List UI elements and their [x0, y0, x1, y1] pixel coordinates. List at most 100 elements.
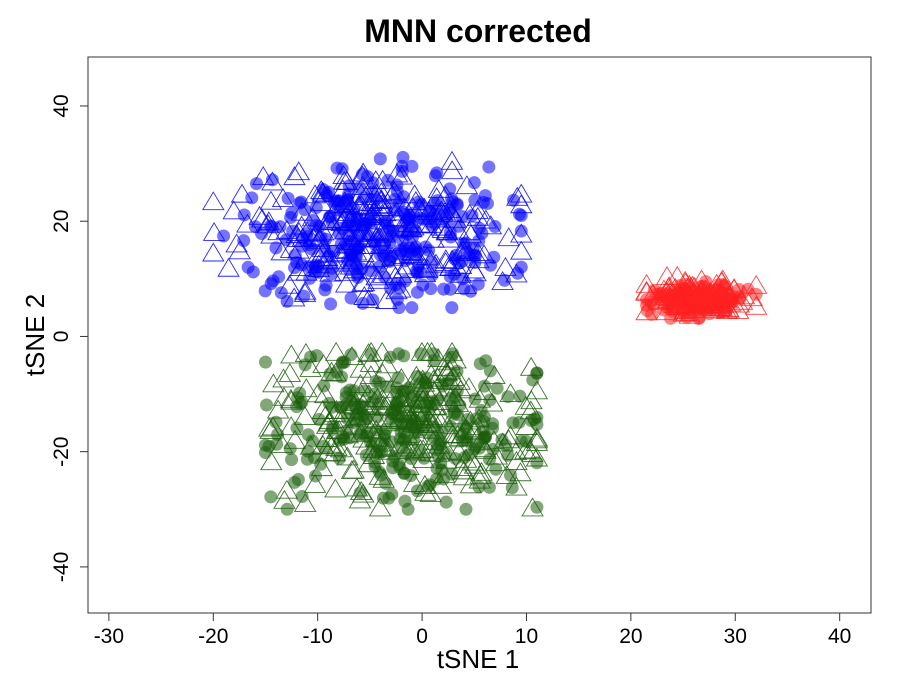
data-point-triangle — [491, 432, 514, 452]
data-point-triangle — [262, 373, 285, 393]
x-tick-label: 20 — [619, 625, 642, 648]
data-point-circle — [324, 297, 338, 311]
data-point-circle — [700, 292, 714, 306]
data-point-triangle — [360, 204, 384, 223]
data-point-triangle — [295, 221, 319, 241]
data-point-circle — [288, 248, 302, 262]
data-point-triangle — [354, 186, 377, 205]
data-point-triangle — [510, 183, 533, 203]
data-point-circle — [318, 244, 332, 258]
data-point-triangle — [293, 406, 317, 425]
x-axis: -30 -20 -10 0 10 20 30 40 — [94, 613, 851, 648]
data-point-circle — [384, 281, 398, 295]
data-point-circle — [431, 450, 445, 464]
data-point-circle — [366, 293, 380, 307]
data-point-triangle — [373, 223, 397, 243]
data-point-triangle — [468, 469, 491, 489]
data-point-triangle — [726, 300, 750, 319]
data-point-triangle — [202, 221, 226, 241]
data-point-triangle — [374, 437, 397, 457]
data-point-triangle — [452, 466, 476, 486]
x-tick-label: -30 — [94, 625, 124, 648]
data-point-circle — [447, 267, 461, 281]
cluster-1 — [202, 150, 533, 315]
data-point-triangle — [375, 290, 398, 309]
data-point-circle — [333, 433, 347, 447]
data-point-circle — [382, 221, 396, 235]
data-point-circle — [514, 224, 528, 238]
data-point-circle — [467, 176, 481, 190]
data-point-triangle — [311, 183, 335, 203]
data-point-triangle — [438, 360, 462, 380]
y-tick-label: -40 — [50, 552, 73, 582]
data-point-circle — [285, 206, 299, 220]
data-point-circle — [303, 271, 317, 285]
data-point-circle — [444, 391, 458, 405]
data-point-triangle — [406, 426, 430, 446]
data-point-circle — [385, 406, 399, 420]
data-point-triangle — [463, 419, 486, 439]
data-point-triangle — [658, 281, 682, 301]
data-point-triangle — [401, 197, 425, 217]
data-point-circle — [314, 230, 328, 244]
data-point-triangle — [495, 464, 518, 484]
data-point-circle — [264, 277, 278, 291]
data-point-triangle — [306, 383, 330, 403]
data-point-triangle — [349, 358, 372, 378]
data-point-circle — [348, 416, 362, 430]
data-point-triangle — [710, 294, 733, 314]
data-point-circle — [260, 398, 274, 412]
data-point-triangle — [514, 440, 537, 460]
data-point-triangle — [435, 221, 459, 241]
data-point-circle — [391, 371, 405, 385]
data-point-triangle — [372, 468, 395, 488]
data-point-triangle — [283, 166, 306, 186]
data-point-circle — [506, 416, 520, 430]
data-point-circle — [507, 193, 521, 207]
data-point-circle — [280, 502, 294, 516]
data-point-circle — [425, 255, 439, 269]
data-point-circle — [395, 410, 409, 424]
data-point-circle — [364, 347, 378, 361]
data-point-circle — [366, 176, 380, 190]
data-point-circle — [237, 208, 251, 222]
data-point-triangle — [519, 400, 543, 420]
data-point-triangle — [440, 150, 464, 170]
data-point-circle — [417, 451, 431, 465]
data-point-circle — [379, 423, 393, 437]
data-point-circle — [490, 381, 504, 395]
data-point-triangle — [272, 368, 295, 388]
data-point-triangle — [320, 361, 343, 381]
data-point-circle — [459, 502, 473, 516]
data-point-triangle — [371, 264, 395, 284]
data-point-circle — [269, 415, 283, 429]
data-point-circle — [410, 484, 424, 498]
data-point-triangle — [463, 454, 487, 474]
data-point-circle — [439, 495, 453, 509]
x-tick-label: 40 — [828, 625, 851, 648]
data-point-triangle — [286, 261, 310, 281]
data-point-circle — [293, 397, 307, 411]
data-point-circle — [398, 494, 412, 508]
x-tick-label: -10 — [303, 625, 333, 648]
data-point-triangle — [510, 194, 533, 214]
data-point-circle — [264, 490, 278, 504]
data-point-triangle — [278, 362, 302, 382]
data-point-triangle — [293, 492, 317, 512]
data-point-triangle — [324, 341, 348, 361]
data-point-triangle — [365, 266, 388, 286]
data-point-circle — [653, 287, 667, 301]
data-point-triangle — [525, 447, 549, 467]
data-point-circle — [339, 424, 353, 438]
data-point-triangle — [301, 227, 325, 247]
data-point-triangle — [325, 227, 348, 246]
data-point-triangle — [314, 405, 337, 425]
data-point-triangle — [417, 201, 441, 221]
data-point-triangle — [718, 292, 742, 312]
data-point-circle — [368, 238, 382, 252]
data-point-triangle — [294, 280, 317, 300]
data-point-circle — [461, 413, 475, 427]
data-point-circle — [497, 273, 511, 287]
data-point-circle — [530, 500, 544, 514]
data-point-triangle — [422, 205, 445, 225]
